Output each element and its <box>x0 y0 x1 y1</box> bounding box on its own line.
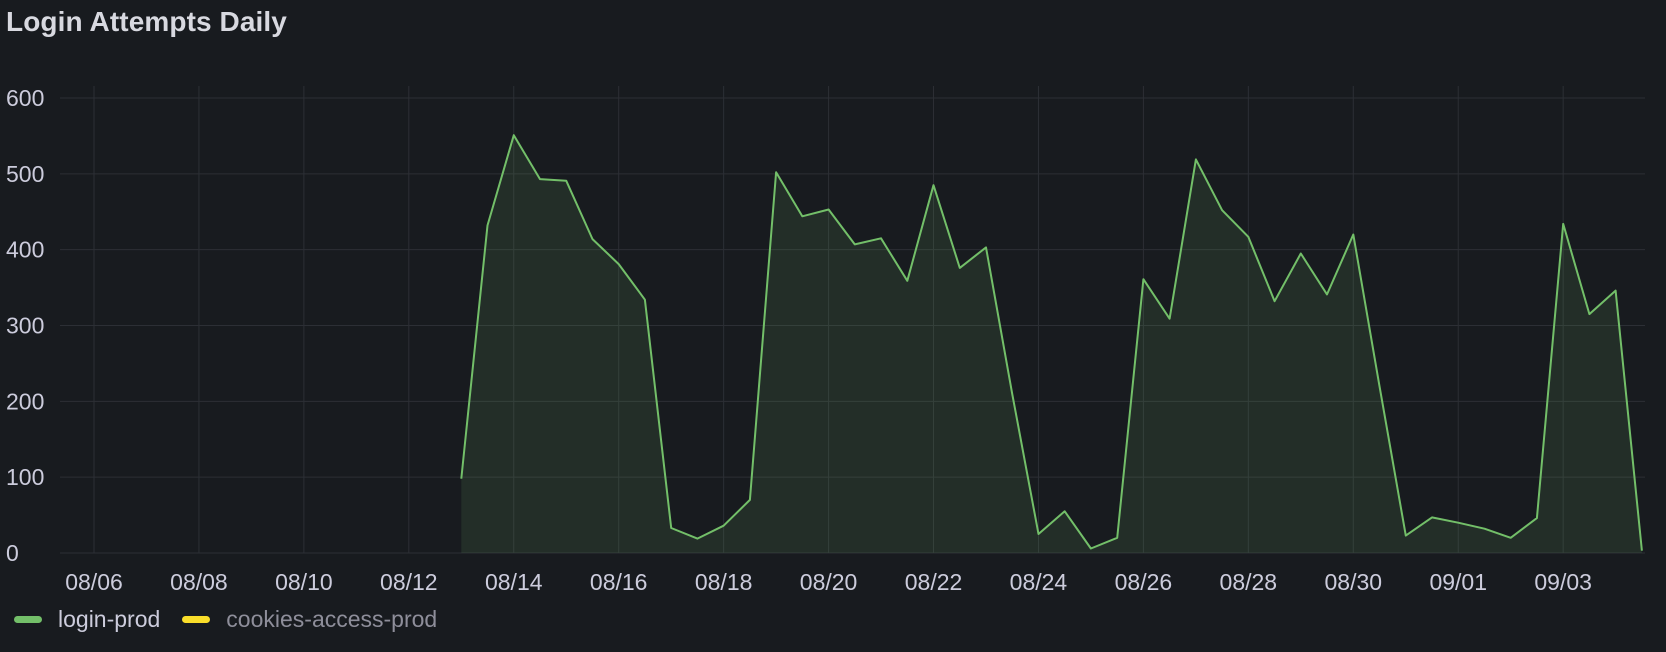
data-point-login-prod-3[interactable] <box>539 178 541 180</box>
x-tick-label-08-28: 08/28 <box>1220 569 1278 595</box>
legend-item-cookies-access-prod[interactable]: cookies-access-prod <box>182 606 437 633</box>
data-point-login-prod-17[interactable] <box>906 280 908 282</box>
data-point-login-prod-6[interactable] <box>618 263 620 265</box>
data-point-login-prod-8[interactable] <box>670 527 672 529</box>
data-point-login-prod-20[interactable] <box>985 246 987 248</box>
series-area-login-prod <box>461 135 1642 553</box>
data-point-login-prod-9[interactable] <box>696 537 698 539</box>
y-tick-label-300: 300 <box>6 313 44 339</box>
x-tick-label-08-12: 08/12 <box>380 569 438 595</box>
y-tick-label-100: 100 <box>6 464 44 490</box>
data-point-login-prod-40[interactable] <box>1510 537 1512 539</box>
data-point-login-prod-5[interactable] <box>591 238 593 240</box>
legend-swatch-cookies-access-prod <box>182 616 211 623</box>
data-point-login-prod-15[interactable] <box>854 243 856 245</box>
data-point-login-prod-22[interactable] <box>1037 533 1039 535</box>
data-point-login-prod-35[interactable] <box>1378 385 1380 387</box>
x-tick-label-08-16: 08/16 <box>590 569 648 595</box>
data-point-login-prod-13[interactable] <box>801 215 803 217</box>
data-point-login-prod-45[interactable] <box>1641 550 1643 552</box>
data-point-login-prod-11[interactable] <box>749 499 751 501</box>
data-point-login-prod-7[interactable] <box>644 299 646 301</box>
data-point-login-prod-41[interactable] <box>1536 517 1538 519</box>
data-point-login-prod-42[interactable] <box>1562 223 1564 225</box>
legend-item-login-prod[interactable]: login-prod <box>14 606 160 633</box>
data-point-login-prod-38[interactable] <box>1457 522 1459 524</box>
data-point-login-prod-10[interactable] <box>722 525 724 527</box>
legend-swatch-login-prod <box>14 616 42 623</box>
data-point-login-prod-28[interactable] <box>1195 158 1197 160</box>
data-point-login-prod-29[interactable] <box>1221 209 1223 211</box>
data-point-login-prod-18[interactable] <box>932 184 934 186</box>
data-point-login-prod-12[interactable] <box>775 171 777 173</box>
legend-label-cookies-access-prod: cookies-access-prod <box>226 606 438 632</box>
data-point-login-prod-25[interactable] <box>1116 537 1118 539</box>
x-tick-label-08-14: 08/14 <box>485 569 543 595</box>
x-tick-label-08-06: 08/06 <box>65 569 123 595</box>
x-tick-label-08-10: 08/10 <box>275 569 333 595</box>
x-tick-label-08-20: 08/20 <box>800 569 858 595</box>
data-point-login-prod-32[interactable] <box>1300 252 1302 254</box>
data-point-login-prod-26[interactable] <box>1142 278 1144 280</box>
data-point-login-prod-24[interactable] <box>1090 547 1092 549</box>
data-point-login-prod-4[interactable] <box>565 180 567 182</box>
data-point-login-prod-23[interactable] <box>1064 510 1066 512</box>
x-tick-label-08-18: 08/18 <box>695 569 753 595</box>
data-point-login-prod-43[interactable] <box>1588 313 1590 315</box>
data-point-login-prod-30[interactable] <box>1247 236 1249 238</box>
x-tick-label-08-22: 08/22 <box>905 569 963 595</box>
y-tick-label-500: 500 <box>6 161 44 187</box>
x-tick-label-08-30: 08/30 <box>1324 569 1382 595</box>
data-point-login-prod-39[interactable] <box>1483 528 1485 530</box>
data-point-login-prod-31[interactable] <box>1273 300 1275 302</box>
x-tick-label-08-24: 08/24 <box>1010 569 1068 595</box>
x-tick-label-09-01: 09/01 <box>1429 569 1487 595</box>
panel-title[interactable]: Login Attempts Daily <box>6 6 287 37</box>
chart-plot[interactable]: 0 100 200 300 400 500 600 08/06 08/08 08/10 08/12 0… <box>0 0 1666 600</box>
series-line-login-prod[interactable] <box>460 134 1643 551</box>
y-tick-label-600: 600 <box>6 85 44 111</box>
legend-label-login-prod: login-prod <box>58 606 161 632</box>
data-point-login-prod-34[interactable] <box>1352 233 1354 235</box>
data-point-login-prod-0[interactable] <box>460 478 462 480</box>
data-point-login-prod-16[interactable] <box>880 237 882 239</box>
x-tick-label-08-08: 08/08 <box>170 569 228 595</box>
data-point-login-prod-27[interactable] <box>1168 318 1170 320</box>
data-point-login-prod-14[interactable] <box>827 208 829 210</box>
data-point-login-prod-36[interactable] <box>1405 534 1407 536</box>
data-point-login-prod-19[interactable] <box>959 267 961 269</box>
y-tick-label-0: 0 <box>6 540 19 566</box>
x-tick-label-08-26: 08/26 <box>1115 569 1173 595</box>
grid-lines <box>60 86 1645 554</box>
y-tick-label-400: 400 <box>6 237 44 263</box>
data-point-login-prod-2[interactable] <box>513 134 515 136</box>
x-tick-label-09-03: 09/03 <box>1534 569 1592 595</box>
series-layer <box>460 134 1643 553</box>
data-point-login-prod-1[interactable] <box>486 224 488 226</box>
data-point-login-prod-37[interactable] <box>1431 516 1433 518</box>
data-point-login-prod-21[interactable] <box>1011 393 1013 395</box>
legend: login-prod cookies-access-prod <box>14 606 459 633</box>
axis-labels: 0 100 200 300 400 500 600 08/06 08/08 08/10 08/12 0… <box>6 85 1592 595</box>
data-point-login-prod-44[interactable] <box>1614 289 1616 291</box>
data-point-login-prod-33[interactable] <box>1326 293 1328 295</box>
y-tick-label-200: 200 <box>6 388 44 414</box>
